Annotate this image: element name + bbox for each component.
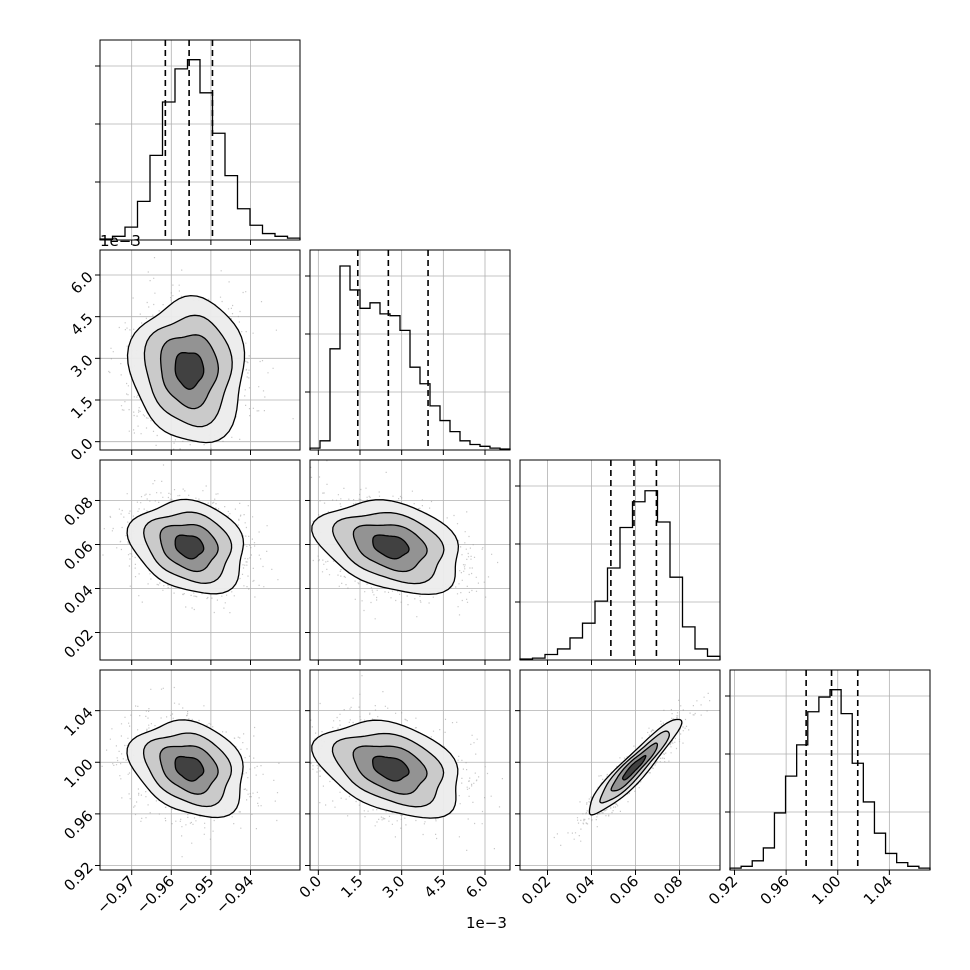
panel-content-0-2 bbox=[100, 460, 300, 660]
ytick-label-2-0: 0.02 bbox=[60, 625, 96, 661]
histogram-0 bbox=[99, 59, 301, 240]
panel-frame-0-1 bbox=[99, 249, 301, 451]
contour-2-3-0 bbox=[621, 754, 647, 781]
scatter-panel-0-1 bbox=[99, 249, 301, 451]
xtick-label-1-3: 4.5 bbox=[421, 872, 451, 902]
contour-1-2-3 bbox=[311, 499, 460, 596]
panel-frame-1-3 bbox=[309, 669, 511, 871]
contour-0-1-0 bbox=[174, 351, 205, 390]
contour-1-3-3 bbox=[311, 719, 459, 819]
contour-2-3-2 bbox=[599, 730, 670, 804]
hist-panel-2 bbox=[515, 459, 721, 661]
ytick-label-2-1: 0.04 bbox=[60, 581, 96, 617]
xtick-label-2-3: 0.08 bbox=[650, 872, 686, 908]
contour-2-3-1 bbox=[610, 742, 659, 792]
xtick-label-1-1: 1.5 bbox=[337, 872, 367, 902]
ytick-label-2-2: 0.06 bbox=[60, 537, 96, 573]
hist-frame-3 bbox=[729, 669, 931, 871]
xtick-label-2-0: 0.02 bbox=[518, 872, 554, 908]
ytick-label-1-2: 3.0 bbox=[67, 351, 97, 381]
scatter-panel-1-2 bbox=[309, 459, 511, 661]
panel-content-2-3 bbox=[520, 670, 720, 870]
x-offset-label-param-1: 1e−3 bbox=[466, 914, 507, 932]
density-fill-0-2-3 bbox=[175, 535, 204, 559]
contour-0-1-2 bbox=[143, 314, 233, 428]
xtick-label-3-3: 1.04 bbox=[860, 872, 896, 908]
contour-1-3-2 bbox=[331, 732, 445, 808]
contour-2-3-3 bbox=[588, 718, 683, 816]
xtick-label-2-1: 0.04 bbox=[562, 872, 598, 908]
contour-0-2-1 bbox=[159, 523, 219, 573]
scatter-panel-1-3 bbox=[309, 669, 511, 871]
contour-0-3-2 bbox=[142, 732, 233, 808]
ytick-label-3-3: 1.04 bbox=[60, 704, 96, 740]
xtick-label-0-0: −0.97 bbox=[93, 872, 138, 917]
contour-0-3-1 bbox=[159, 745, 219, 795]
contour-1-2-2 bbox=[332, 511, 445, 585]
xtick-label-0-2: −0.95 bbox=[172, 872, 217, 917]
contour-1-3-1 bbox=[352, 745, 428, 795]
ytick-label-1-3: 4.5 bbox=[67, 310, 97, 340]
xtick-label-1-4: 6.0 bbox=[462, 872, 492, 902]
panel-frame-0-3 bbox=[99, 669, 301, 871]
ytick-label-3-1: 0.96 bbox=[60, 807, 96, 843]
contour-1-2-1 bbox=[352, 524, 428, 573]
panel-frame-1-2 bbox=[309, 459, 511, 661]
contour-1-2-0 bbox=[372, 534, 410, 560]
density-fill-1-2-3 bbox=[372, 535, 409, 559]
contour-0-3-0 bbox=[174, 755, 205, 782]
contour-0-1-3 bbox=[126, 294, 246, 444]
hist-frame-0 bbox=[99, 39, 301, 241]
contour-1-3-0 bbox=[372, 755, 410, 782]
xtick-label-1-2: 3.0 bbox=[379, 872, 409, 902]
xtick-label-0-1: −0.96 bbox=[133, 872, 178, 917]
contour-0-1-1 bbox=[159, 334, 220, 410]
histogram-1 bbox=[309, 265, 511, 450]
panel-content-0-1 bbox=[100, 250, 300, 450]
hist-panel-3 bbox=[725, 669, 931, 871]
ytick-label-3-0: 0.92 bbox=[60, 858, 96, 894]
contour-0-2-0 bbox=[174, 534, 205, 560]
contour-0-2-2 bbox=[143, 511, 233, 584]
panel-content-1-3 bbox=[310, 670, 510, 870]
scatter-panel-0-2 bbox=[99, 459, 301, 661]
scatter-panel-0-3 bbox=[99, 669, 301, 871]
ytick-label-1-1: 1.5 bbox=[67, 393, 97, 423]
panel-content-1-2 bbox=[310, 460, 510, 660]
xtick-label-3-1: 0.96 bbox=[757, 872, 793, 908]
density-fill-2-3-3 bbox=[622, 755, 646, 780]
xtick-label-1-0: 0.0 bbox=[296, 872, 326, 902]
histogram-3 bbox=[729, 689, 931, 870]
ytick-label-1-0: 0.0 bbox=[67, 435, 97, 465]
contour-0-3-3 bbox=[126, 719, 244, 819]
xtick-label-0-3: −0.94 bbox=[212, 872, 257, 917]
density-fill-0-1-3 bbox=[175, 352, 204, 390]
xtick-label-2-2: 0.06 bbox=[606, 872, 642, 908]
contour-0-2-3 bbox=[126, 498, 245, 595]
xtick-label-3-2: 1.00 bbox=[808, 872, 844, 908]
hist-panel-0 bbox=[95, 39, 301, 241]
ytick-label-2-3: 0.08 bbox=[60, 493, 96, 529]
xtick-label-3-0: 0.92 bbox=[705, 872, 741, 908]
panel-frame-2-3 bbox=[519, 669, 721, 871]
panel-frame-0-2 bbox=[99, 459, 301, 661]
y-offset-label-param-1: 1e−3 bbox=[100, 232, 141, 250]
scatter-panel-2-3 bbox=[519, 669, 721, 871]
histogram-2 bbox=[519, 490, 721, 660]
density-fill-0-3-3 bbox=[175, 756, 204, 782]
panel-content-0-3 bbox=[100, 670, 300, 870]
ytick-label-3-2: 1.00 bbox=[60, 755, 96, 791]
hist-panel-1 bbox=[305, 249, 511, 451]
hist-frame-1 bbox=[309, 249, 511, 451]
ytick-label-1-4: 6.0 bbox=[67, 268, 97, 298]
hist-frame-2 bbox=[519, 459, 721, 661]
